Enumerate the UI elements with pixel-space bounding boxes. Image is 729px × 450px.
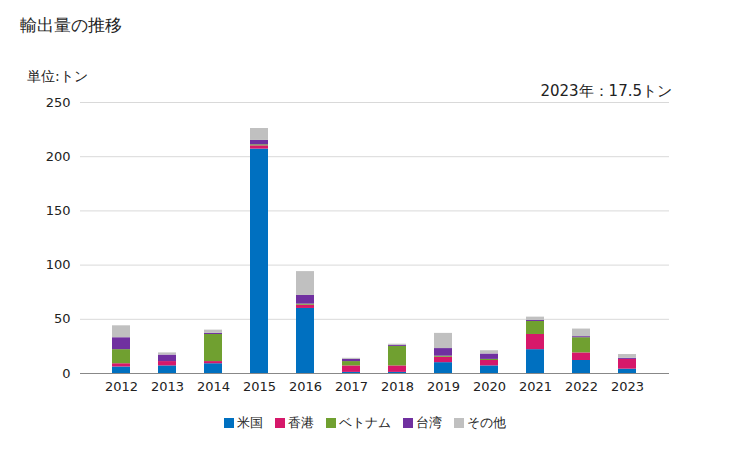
- svg-text:2019: 2019: [427, 379, 460, 394]
- svg-text:100: 100: [46, 257, 71, 272]
- svg-text:200: 200: [46, 149, 71, 164]
- svg-text:2017: 2017: [335, 379, 368, 394]
- html-text:その他: その他: [466, 415, 506, 430]
- html-text:台湾: 台湾: [415, 415, 442, 430]
- svg-text:150: 150: [46, 203, 71, 218]
- html-text:輸出量の推移: 輸出量の推移: [20, 15, 122, 35]
- svg-text:2022: 2022: [565, 379, 598, 394]
- svg-text:2016: 2016: [289, 379, 322, 394]
- svg-text:2018: 2018: [381, 379, 414, 394]
- svg-text:2013: 2013: [151, 379, 184, 394]
- svg-text:250: 250: [46, 95, 71, 110]
- svg-text:2023: 2023: [611, 379, 644, 394]
- html-text:ベトナム: ベトナム: [338, 415, 391, 430]
- html-text:香港: 香港: [287, 415, 314, 430]
- html-text:2023年：17.5トン: 2023年：17.5トン: [540, 82, 672, 100]
- html-text:米国: 米国: [236, 415, 263, 430]
- svg-text:2020: 2020: [473, 379, 506, 394]
- svg-text:2014: 2014: [197, 379, 230, 394]
- svg-text:2021: 2021: [519, 379, 552, 394]
- svg-text:2015: 2015: [243, 379, 276, 394]
- svg-text:0: 0: [62, 366, 70, 381]
- html-text:単位:トン: 単位:トン: [27, 68, 88, 84]
- svg-text:2012: 2012: [105, 379, 138, 394]
- svg-text:50: 50: [54, 311, 71, 326]
